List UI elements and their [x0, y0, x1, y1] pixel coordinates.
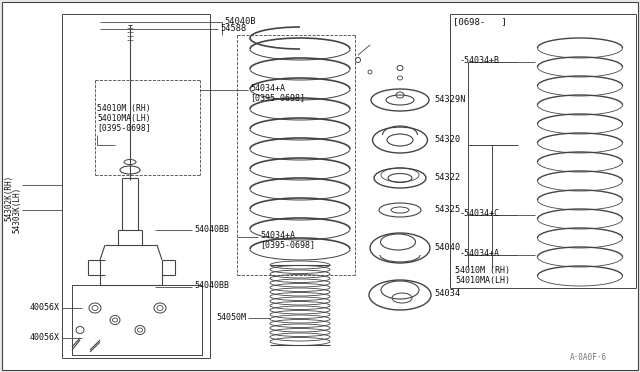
Text: 54303K(LH): 54303K(LH) [13, 187, 22, 233]
Text: 54010MA(LH): 54010MA(LH) [455, 276, 510, 285]
Text: 54050M: 54050M [216, 312, 246, 321]
Text: 54034: 54034 [434, 289, 460, 298]
Text: 54010MA(LH): 54010MA(LH) [97, 113, 150, 122]
Text: 54034+A: 54034+A [260, 231, 295, 240]
Text: A·0A0F·6: A·0A0F·6 [570, 353, 607, 362]
Text: 54010M (RH): 54010M (RH) [455, 266, 510, 275]
Text: -54034+C: -54034+C [460, 208, 500, 218]
Text: 54320: 54320 [434, 135, 460, 144]
Text: 54034+A: 54034+A [250, 83, 285, 93]
Text: [0395-0698]: [0395-0698] [97, 124, 150, 132]
Text: 54010M (RH): 54010M (RH) [97, 103, 150, 112]
Text: 54302K(RH): 54302K(RH) [4, 175, 13, 221]
Text: -54034+B: -54034+B [460, 55, 500, 64]
Text: -54034+A: -54034+A [460, 248, 500, 257]
Text: 54040BB: 54040BB [194, 282, 229, 291]
Text: 54325: 54325 [434, 205, 460, 214]
Text: [0698-   ]: [0698- ] [453, 17, 507, 26]
Text: 54040: 54040 [434, 243, 460, 251]
Text: 40056X: 40056X [30, 333, 60, 341]
Text: 40056X: 40056X [30, 302, 60, 311]
Text: 54040BB: 54040BB [194, 224, 229, 234]
Text: 54588: 54588 [220, 23, 246, 32]
Text: [0395-0698]: [0395-0698] [260, 241, 315, 250]
Text: 54329N: 54329N [434, 94, 465, 103]
Text: [0395-0698]: [0395-0698] [250, 93, 305, 103]
Text: 54322: 54322 [434, 173, 460, 182]
Text: 54040B: 54040B [224, 16, 255, 26]
Bar [72, 285, 202, 355]
